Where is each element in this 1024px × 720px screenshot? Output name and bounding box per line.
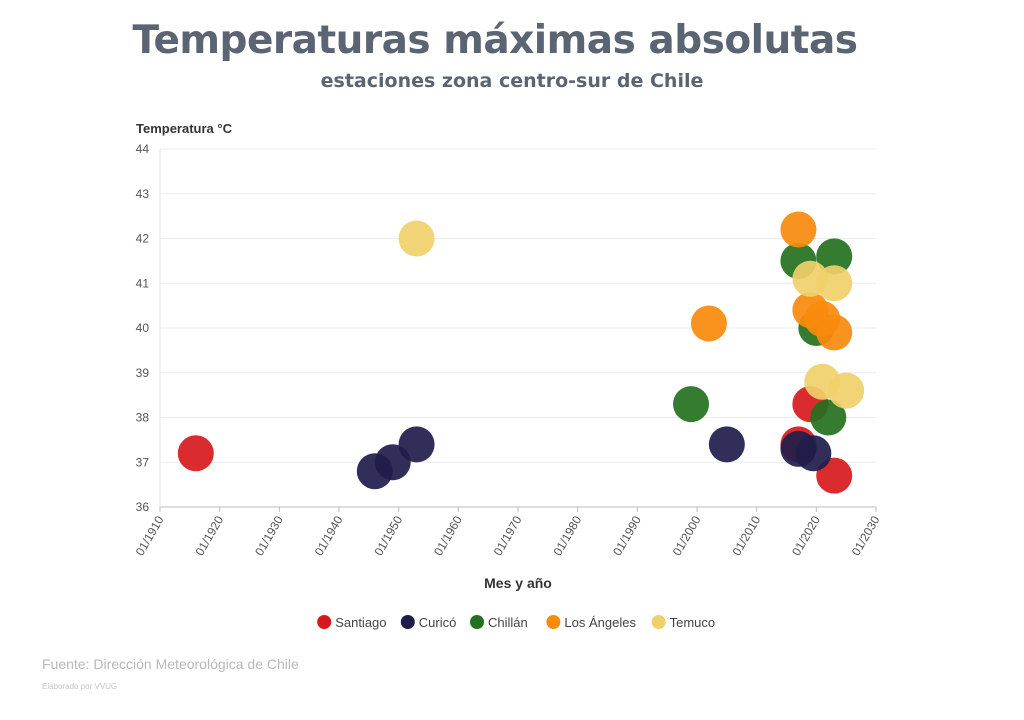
data-point — [828, 372, 865, 409]
x-tick-label: 01/1970 — [491, 513, 525, 558]
x-tick-label: 01/2030 — [849, 513, 883, 558]
y-tick-label: 40 — [136, 321, 150, 335]
data-point — [816, 314, 853, 351]
x-tick-label: 01/1930 — [252, 513, 286, 558]
x-tick-label: 01/1960 — [431, 513, 465, 558]
x-tick-label: 01/1920 — [192, 513, 226, 558]
data-point — [795, 435, 832, 472]
chart-subtitle: estaciones zona centro-sur de Chile — [320, 70, 704, 92]
x-tick-label: 01/2010 — [729, 513, 763, 558]
data-point — [398, 220, 435, 257]
data-point — [810, 399, 847, 436]
data-point — [816, 265, 853, 302]
data-point — [816, 238, 853, 275]
y-tick-label: 37 — [136, 455, 150, 469]
y-tick-label: 42 — [136, 232, 150, 246]
x-tick-label: 01/2020 — [789, 513, 823, 558]
legend-label: Temuco — [670, 615, 716, 630]
y-tick-label: 36 — [136, 500, 150, 514]
legend-swatch — [546, 615, 561, 629]
x-tick-label: 01/1980 — [550, 513, 584, 558]
legend-swatch — [470, 615, 484, 629]
y-tick-label: 39 — [136, 366, 150, 380]
chart-title: Temperaturas máximas absolutas — [132, 18, 858, 63]
credit-note: Elaborado por VVUG — [42, 682, 118, 691]
legend-label: Santiago — [335, 615, 386, 630]
x-tick-label: 01/2000 — [670, 513, 704, 558]
data-point — [177, 435, 214, 472]
grid-lines — [159, 148, 876, 508]
data-point — [690, 305, 727, 342]
data-point — [398, 426, 435, 463]
source-note: Fuente: Dirección Meteorológica de Chile — [42, 656, 299, 672]
legend-label: Curicó — [419, 615, 457, 630]
y-axis-label: Temperatura °C — [136, 121, 233, 136]
x-axis-label: Mes y año — [484, 575, 552, 591]
legend-swatch — [317, 615, 332, 629]
x-tick-label: 01/1940 — [312, 513, 346, 558]
y-tick-label: 43 — [136, 187, 150, 201]
x-tick-label: 01/1990 — [610, 513, 644, 558]
data-point — [780, 211, 817, 248]
legend-swatch — [651, 615, 666, 629]
y-tick-label: 41 — [136, 276, 150, 290]
legend: Santiago Curicó Chillán Los Ángeles Temuco — [317, 615, 715, 630]
y-tick-label: 38 — [136, 411, 150, 425]
y-tick-label: 44 — [136, 142, 150, 156]
legend-swatch — [400, 615, 415, 629]
legend-label: Los Ángeles — [564, 615, 636, 630]
data-point — [708, 426, 745, 463]
x-tick-label: 01/1950 — [371, 513, 405, 558]
data-points — [177, 211, 865, 494]
x-tick-label: 01/1910 — [133, 513, 167, 558]
legend-label: Chillán — [488, 615, 528, 630]
x-axis-ticks: 01/1910 01/1920 01/1930 01/1940 01/1950 01/19… — [133, 507, 883, 558]
data-point — [673, 386, 710, 423]
y-axis-ticks: 36 37 38 39 40 41 42 43 44 — [136, 142, 150, 514]
